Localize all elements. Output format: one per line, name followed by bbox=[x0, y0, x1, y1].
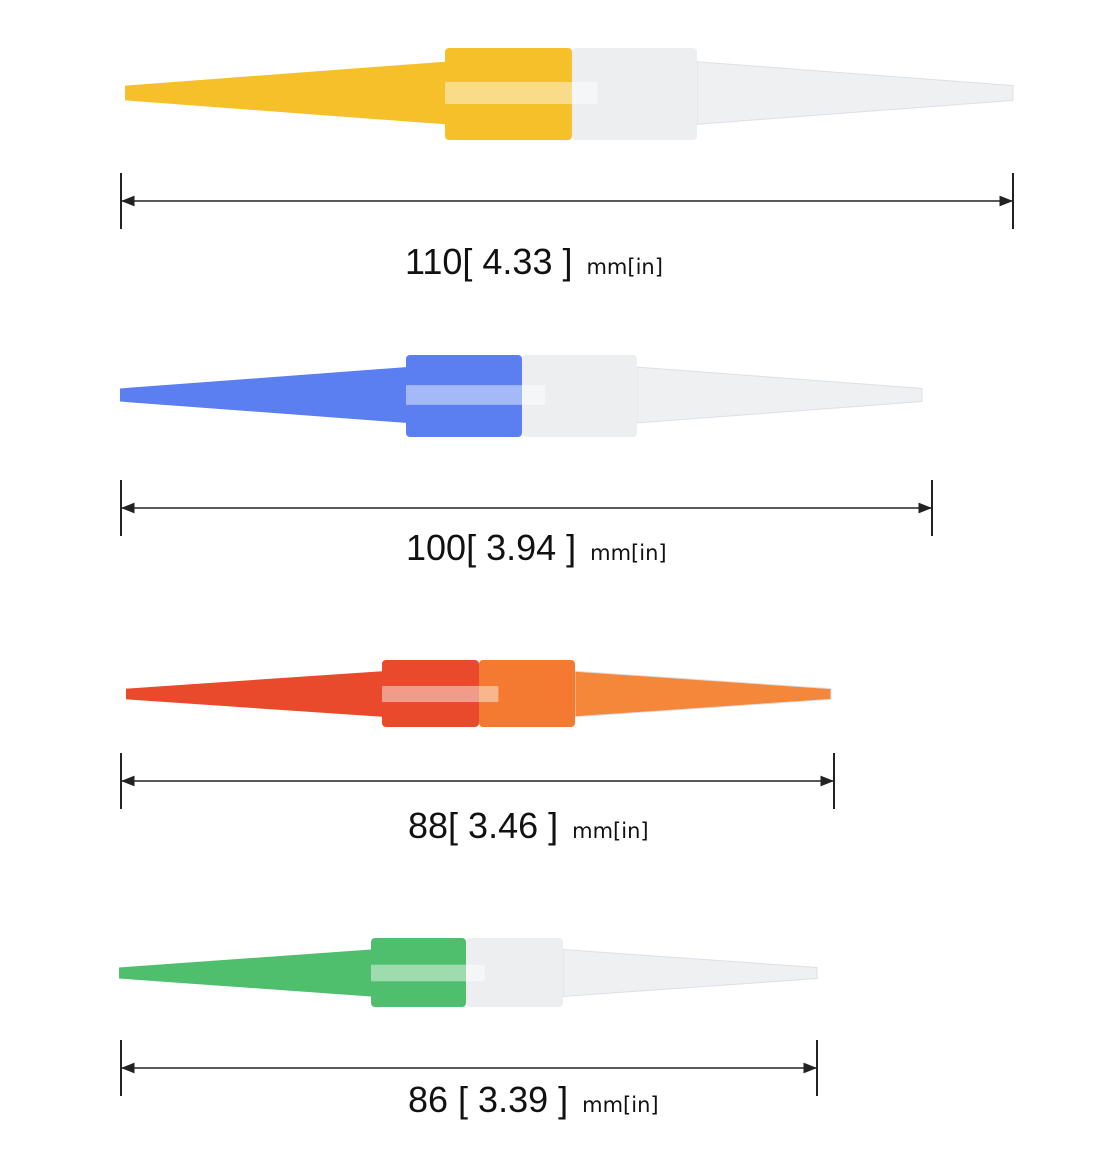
body-right bbox=[479, 660, 575, 727]
dimension-unit: mm[in] bbox=[572, 819, 648, 843]
extraction-tool bbox=[126, 660, 832, 727]
dimension-value: 100[ 3.94 ] bbox=[406, 527, 576, 568]
body-slot bbox=[382, 685, 499, 703]
dimension-label: 100[ 3.94 ] mm[in] bbox=[406, 527, 667, 568]
dimension-unit: mm[in] bbox=[590, 541, 666, 565]
dimension-label: 88[ 3.46 ] mm[in] bbox=[408, 805, 649, 846]
left-tip bbox=[126, 671, 382, 717]
extraction-tool bbox=[125, 48, 1014, 140]
dimension-value: 88[ 3.46 ] bbox=[408, 805, 558, 846]
dimension-label: 86 [ 3.39 ] mm[in] bbox=[408, 1079, 659, 1120]
body-slot bbox=[445, 81, 598, 105]
body-right bbox=[466, 938, 563, 1007]
body-slot bbox=[406, 385, 546, 405]
left-tip bbox=[125, 61, 445, 125]
body-left bbox=[382, 660, 479, 727]
body-left bbox=[445, 48, 572, 140]
left-tip bbox=[120, 367, 406, 423]
body-left bbox=[371, 938, 466, 1007]
dimension-label: 110[ 4.33 ] mm[in] bbox=[405, 241, 663, 282]
body-right bbox=[572, 48, 697, 140]
body-slot bbox=[371, 964, 485, 982]
extraction-tool bbox=[120, 355, 923, 437]
body-right bbox=[522, 355, 637, 437]
dimension-value: 110[ 4.33 ] bbox=[405, 241, 572, 282]
dimension-unit: mm[in] bbox=[586, 255, 662, 279]
extraction-tool bbox=[119, 938, 818, 1007]
dimension-unit: mm[in] bbox=[582, 1093, 658, 1117]
body-left bbox=[406, 355, 522, 437]
left-tip bbox=[119, 949, 371, 997]
dimension-value: 86 [ 3.39 ] bbox=[408, 1079, 568, 1120]
